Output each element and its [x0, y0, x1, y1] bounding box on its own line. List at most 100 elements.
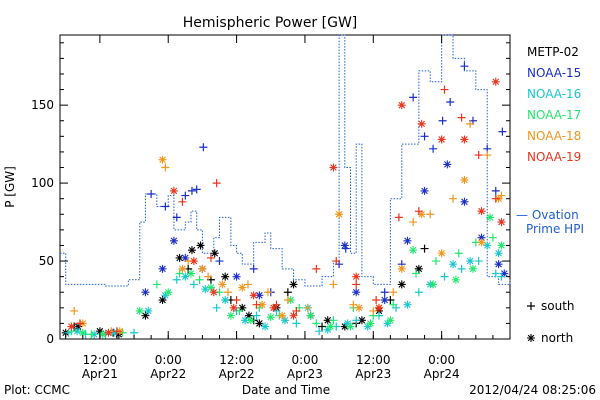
x-tick-date-label: Apr21	[82, 367, 118, 381]
south-plus-marker	[315, 327, 324, 336]
north-star-marker	[196, 241, 205, 250]
legend-entry: NOAA-18	[527, 129, 581, 143]
south-plus-marker	[420, 244, 429, 253]
south-plus-marker	[474, 257, 483, 266]
north-star-marker	[335, 210, 344, 219]
north-star-marker	[460, 197, 469, 206]
south-plus-marker	[215, 257, 224, 266]
south-plus-marker	[491, 194, 500, 203]
north-star-marker	[500, 269, 509, 278]
north-star-marker	[244, 311, 253, 320]
south-plus-marker	[497, 272, 506, 281]
north-star-marker	[414, 264, 423, 273]
north-star-marker	[218, 280, 227, 289]
north-star-marker	[198, 264, 207, 273]
south-plus-marker	[192, 185, 201, 194]
north-star-marker	[417, 119, 426, 128]
marker-legend-south: south	[541, 299, 575, 313]
north-star-marker	[266, 313, 275, 322]
north-star-marker	[397, 264, 406, 273]
north-star-marker	[178, 264, 187, 273]
south-plus-marker	[161, 202, 170, 211]
north-star-marker	[187, 246, 196, 255]
south-plus-marker	[454, 249, 463, 258]
y-axis: 0 50 100 150	[31, 42, 510, 346]
north-star-marker	[226, 311, 235, 320]
x-tick-time-label: 12:00	[356, 353, 391, 367]
south-plus-marker	[380, 288, 389, 297]
north-star-marker	[201, 285, 210, 294]
south-plus-marker	[431, 257, 440, 266]
south-plus-marker	[70, 306, 79, 315]
y-tick-label: 150	[31, 98, 54, 112]
north-star-marker	[397, 280, 406, 289]
north-star-marker	[246, 316, 255, 325]
north-star-marker	[158, 155, 167, 164]
north-star-marker	[486, 213, 495, 222]
y-tick-label: 100	[31, 176, 54, 190]
south-plus-marker	[332, 257, 341, 266]
south-plus-marker	[212, 303, 221, 312]
north-star-marker	[255, 319, 264, 328]
north-star-marker	[409, 246, 418, 255]
north-star-marker	[67, 322, 76, 331]
y-tick-label: 50	[39, 254, 54, 268]
ovation-legend-line1: — Ovation	[516, 208, 579, 222]
south-plus-marker	[488, 233, 497, 242]
south-plus-marker	[483, 151, 492, 160]
north-star-marker	[340, 241, 349, 250]
ovation-legend-line2: Prime HPI	[526, 222, 584, 236]
south-plus-marker	[303, 303, 312, 312]
north-star-marker	[144, 306, 153, 315]
south-plus-marker	[466, 119, 475, 128]
south-plus-marker	[189, 280, 198, 289]
north-star-marker	[355, 303, 364, 312]
south-plus-marker	[199, 143, 208, 152]
x-tick-date-label: Apr23	[287, 367, 323, 381]
north-star-marker	[161, 291, 170, 300]
south-plus-marker	[112, 327, 121, 336]
south-plus-marker	[181, 191, 190, 200]
north-star-marker	[232, 272, 241, 281]
legend-entry: METP-02	[527, 45, 579, 59]
north-star-marker	[238, 283, 247, 292]
south-plus-marker	[312, 264, 321, 273]
north-star-marker	[78, 328, 87, 337]
x-tick-date-label: Apr22	[150, 367, 186, 381]
north-star-marker	[158, 264, 167, 273]
north-star-marker	[340, 322, 349, 331]
south-plus-marker	[449, 194, 458, 203]
south-plus-marker	[187, 186, 196, 195]
south-plus-marker	[491, 269, 500, 278]
south-plus-marker	[457, 264, 466, 273]
south-plus-marker	[352, 280, 361, 289]
south-plus-marker	[252, 300, 261, 309]
north-star-marker	[429, 280, 438, 289]
north-star-marker	[363, 322, 372, 331]
north-star-marker	[466, 257, 475, 266]
south-plus-marker	[252, 311, 261, 320]
south-plus-marker	[161, 163, 170, 172]
y-axis-label: P [GW]	[3, 166, 17, 208]
north-star-marker	[403, 236, 412, 245]
north-star-marker	[323, 325, 332, 334]
south-plus-marker	[87, 330, 96, 339]
south-plus-marker	[152, 280, 161, 289]
north-star-marker	[141, 311, 150, 320]
south-plus-marker	[414, 288, 423, 297]
north-star-marker	[494, 249, 503, 258]
north-star-marker	[281, 316, 289, 325]
south-plus-marker	[409, 93, 418, 102]
south-plus-marker	[389, 300, 398, 309]
legend-entry: NOAA-15	[527, 66, 581, 80]
north-star-marker	[497, 218, 506, 227]
x-tick-date-label: Apr22	[219, 367, 255, 381]
north-star-marker	[346, 322, 355, 331]
north-star-marker	[366, 319, 375, 328]
south-plus-marker	[249, 264, 258, 273]
south-plus-marker	[349, 300, 358, 309]
north-star-marker	[483, 241, 492, 250]
north-star-marker	[181, 253, 190, 262]
north-star-marker	[210, 249, 219, 258]
north-star-marker	[169, 186, 178, 195]
